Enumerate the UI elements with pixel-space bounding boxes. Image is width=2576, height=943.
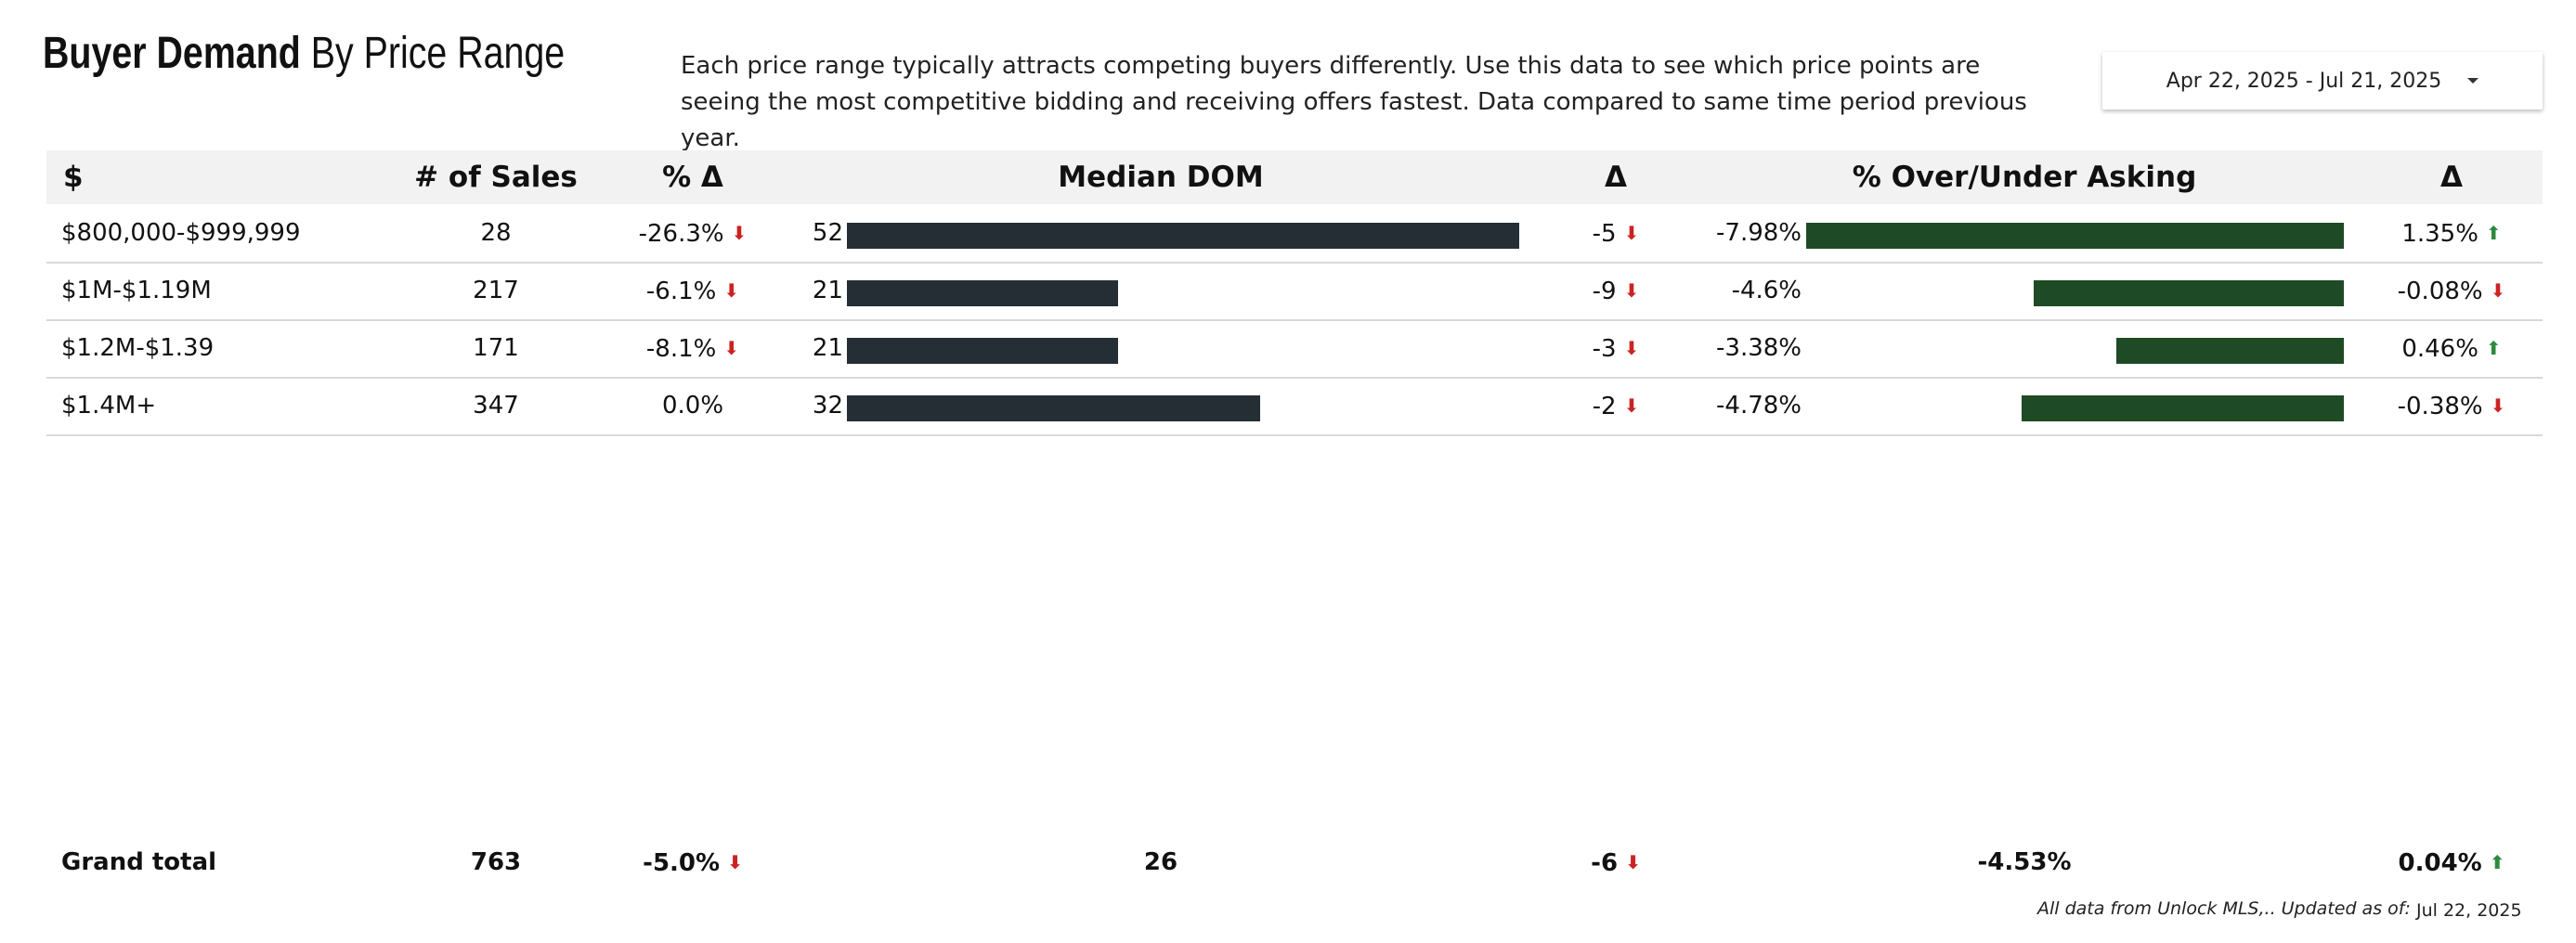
grand-total-dom-delta-value: -6 bbox=[1591, 849, 1619, 877]
dom-delta-value: -9 bbox=[1592, 278, 1617, 305]
grand-total-label: Grand total bbox=[61, 848, 217, 876]
grand-total-pct-change-value: -5.0% bbox=[643, 849, 721, 877]
date-range-picker[interactable]: Apr 22, 2025 - Jul 21, 2025 bbox=[2102, 52, 2543, 110]
sales-count: 217 bbox=[473, 277, 519, 304]
asking-delta: -0.08% ⬇ bbox=[2398, 262, 2506, 319]
arrow-down-icon: ⬇ bbox=[2490, 394, 2506, 417]
table-row: $800,000-$999,999 28 -26.3% ⬇ 52 -5 ⬇ -7.98% 1.3… bbox=[46, 204, 2543, 264]
median-dom-bar bbox=[847, 338, 1119, 364]
asking-delta-value: 1.35% bbox=[2401, 220, 2478, 248]
sales-pct-change-value: -6.1% bbox=[645, 278, 717, 305]
column-header-median-dom[interactable]: Median DOM bbox=[1058, 161, 1264, 194]
data-source-note: All data from Unlock MLS,.. Updated as o… bbox=[2037, 898, 2411, 919]
arrow-down-icon: ⬇ bbox=[1625, 851, 1641, 873]
dom-delta-value: -5 bbox=[1592, 220, 1617, 248]
sales-pct-change: -8.1% ⬇ bbox=[646, 319, 739, 377]
arrow-down-icon: ⬇ bbox=[1623, 394, 1640, 417]
column-header-sales[interactable]: # of Sales bbox=[414, 161, 578, 194]
grand-total-sales: 763 bbox=[470, 848, 522, 876]
table-header: $ # of Sales % Δ Median DOM Δ % Over/Und… bbox=[46, 150, 2543, 204]
median-dom-bar bbox=[847, 395, 1261, 421]
page-title-rest: By Price Range bbox=[300, 29, 566, 78]
column-header-dom-delta[interactable]: Δ bbox=[1605, 161, 1627, 194]
sales-pct-change: -6.1% ⬇ bbox=[646, 262, 739, 319]
arrow-down-icon: ⬇ bbox=[723, 337, 740, 359]
page-title: Buyer Demand By Price Range bbox=[43, 28, 565, 79]
report-description: Each price range typically attracts comp… bbox=[681, 52, 2027, 152]
median-dom-value: 52 bbox=[812, 219, 843, 247]
asking-delta-value: -0.38% bbox=[2397, 393, 2483, 420]
grand-total-asking: -4.53% bbox=[1977, 848, 2072, 876]
arrow-down-icon: ⬇ bbox=[723, 279, 740, 302]
arrow-up-icon: ⬆ bbox=[2485, 222, 2502, 244]
price-range-label: $1M-$1.19M bbox=[61, 277, 212, 304]
over-under-asking-bar bbox=[1805, 223, 2344, 249]
sales-pct-change: -26.3% ⬇ bbox=[639, 204, 748, 262]
grand-total-row: Grand total 763 -5.0% ⬇ 26 -6 ⬇ -4.53% 0.0… bbox=[46, 833, 2543, 891]
arrow-down-icon: ⬇ bbox=[1623, 279, 1640, 302]
sales-count: 171 bbox=[473, 334, 519, 362]
median-dom-value: 21 bbox=[812, 334, 843, 362]
arrow-down-icon: ⬇ bbox=[2490, 279, 2506, 302]
dom-delta: -9 ⬇ bbox=[1593, 262, 1640, 319]
updated-date: Jul 22, 2025 bbox=[2416, 900, 2522, 921]
arrow-down-icon: ⬇ bbox=[1623, 337, 1640, 359]
page-title-bold: Buyer Demand bbox=[43, 29, 301, 78]
sales-count: 28 bbox=[480, 219, 512, 247]
sales-pct-change-value: -8.1% bbox=[645, 335, 717, 363]
dom-delta: -3 ⬇ bbox=[1593, 319, 1640, 377]
column-header-price[interactable]: $ bbox=[63, 161, 84, 194]
arrow-down-icon: ⬇ bbox=[731, 222, 748, 244]
table-row: $1.2M-$1.39 171 -8.1% ⬇ 21 -3 ⬇ -3.38% 0.46% ⬆ bbox=[46, 319, 2543, 379]
over-under-asking-bar bbox=[2115, 338, 2344, 364]
grand-total-asking-delta: 0.04% ⬆ bbox=[2399, 833, 2505, 891]
price-range-label: $1.4M+ bbox=[61, 392, 157, 420]
dom-delta-value: -3 bbox=[1592, 335, 1617, 363]
column-header-asking-delta[interactable]: Δ bbox=[2440, 161, 2463, 194]
price-range-label: $1.2M-$1.39 bbox=[61, 334, 215, 362]
median-dom-value: 21 bbox=[812, 277, 843, 304]
over-under-asking-value: -4.6% bbox=[1731, 277, 1802, 304]
column-header-pct-change[interactable]: % Δ bbox=[662, 161, 723, 194]
over-under-asking-value: -4.78% bbox=[1716, 392, 1802, 420]
over-under-asking-bar bbox=[2022, 395, 2344, 421]
table-row: $1.4M+ 347 0.0% 32 -2 ⬇ -4.78% -0.38% ⬇ bbox=[46, 377, 2543, 436]
sales-count: 347 bbox=[473, 392, 519, 420]
grand-total-asking-delta-value: 0.04% bbox=[2398, 849, 2482, 877]
chevron-down-icon[interactable] bbox=[2467, 78, 2479, 84]
dom-delta: -5 ⬇ bbox=[1593, 204, 1640, 262]
median-dom-value: 32 bbox=[812, 392, 843, 420]
over-under-asking-bar bbox=[2034, 280, 2344, 306]
grand-total-pct-change: -5.0% ⬇ bbox=[643, 833, 743, 891]
median-dom-bar bbox=[847, 223, 1519, 249]
asking-delta: -0.38% ⬇ bbox=[2398, 377, 2506, 434]
over-under-asking-value: -7.98% bbox=[1716, 219, 1802, 247]
asking-delta-value: -0.08% bbox=[2397, 278, 2483, 305]
sales-pct-change-value: -26.3% bbox=[638, 220, 724, 248]
table-row: $1M-$1.19M 217 -6.1% ⬇ 21 -9 ⬇ -4.6% -0.08% ⬇ bbox=[46, 262, 2543, 321]
dom-delta: -2 ⬇ bbox=[1593, 377, 1640, 434]
asking-delta: 0.46% ⬆ bbox=[2401, 319, 2501, 377]
over-under-asking-value: -3.38% bbox=[1716, 334, 1802, 362]
sales-pct-change: 0.0% bbox=[662, 377, 723, 434]
price-range-label: $800,000-$999,999 bbox=[61, 219, 301, 247]
column-header-over-under-asking[interactable]: % Over/Under Asking bbox=[1852, 161, 2197, 194]
dom-delta-value: -2 bbox=[1592, 393, 1617, 420]
asking-delta: 1.35% ⬆ bbox=[2401, 204, 2501, 262]
sales-pct-change-value: 0.0% bbox=[661, 392, 724, 420]
arrow-up-icon: ⬆ bbox=[2485, 337, 2502, 359]
asking-delta-value: 0.46% bbox=[2401, 335, 2478, 363]
arrow-up-icon: ⬆ bbox=[2489, 851, 2505, 873]
date-range-value: Apr 22, 2025 - Jul 21, 2025 bbox=[2166, 69, 2442, 93]
grand-total-dom: 26 bbox=[1143, 848, 1178, 876]
median-dom-bar bbox=[847, 280, 1119, 306]
grand-total-dom-delta: -6 ⬇ bbox=[1591, 833, 1641, 891]
arrow-down-icon: ⬇ bbox=[727, 851, 743, 873]
arrow-down-icon: ⬇ bbox=[1623, 222, 1640, 244]
